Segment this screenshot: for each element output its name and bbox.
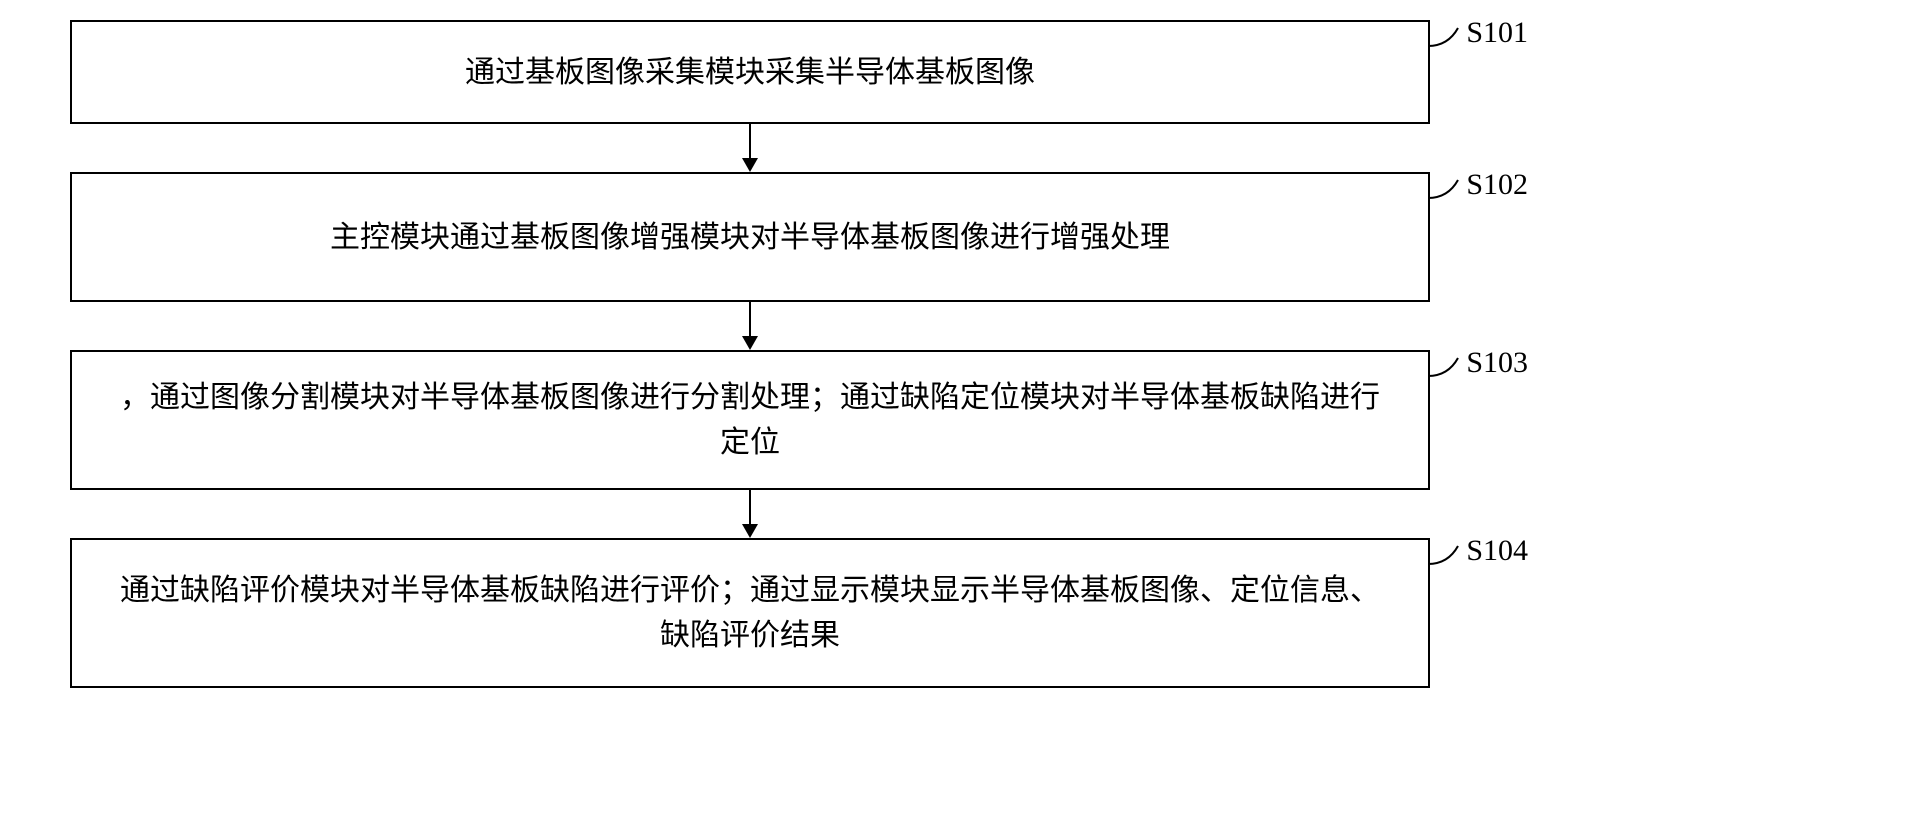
step-label-4: S104: [1466, 534, 1528, 568]
arrow-head: [742, 158, 758, 172]
step-label-2: S102: [1466, 168, 1528, 202]
arrow-line: [749, 124, 751, 158]
arrow-head: [742, 336, 758, 350]
step-text-2: 主控模块通过基板图像增强模块对半导体基板图像进行增强处理: [330, 215, 1170, 260]
flowchart-step-3: S103 ，通过图像分割模块对半导体基板图像进行分割处理；通过缺陷定位模块对半导…: [70, 350, 1430, 490]
arrow-line: [749, 302, 751, 336]
flowchart-container: S101 通过基板图像采集模块采集半导体基板图像 S102 主控模块通过基板图像…: [70, 20, 1510, 688]
step-label-3: S103: [1466, 346, 1528, 380]
step-text-3: ，通过图像分割模块对半导体基板图像进行分割处理；通过缺陷定位模块对半导体基板缺陷…: [112, 375, 1388, 465]
step-label-1: S101: [1466, 16, 1528, 50]
flowchart-step-4: S104 通过缺陷评价模块对半导体基板缺陷进行评价；通过显示模块显示半导体基板图…: [70, 538, 1430, 688]
step-text-1: 通过基板图像采集模块采集半导体基板图像: [465, 50, 1035, 95]
step-text-4: 通过缺陷评价模块对半导体基板缺陷进行评价；通过显示模块显示半导体基板图像、定位信…: [112, 568, 1388, 658]
arrow-head: [742, 524, 758, 538]
arrow-line: [749, 490, 751, 524]
flowchart-step-1: S101 通过基板图像采集模块采集半导体基板图像: [70, 20, 1430, 124]
flowchart-step-2: S102 主控模块通过基板图像增强模块对半导体基板图像进行增强处理: [70, 172, 1430, 302]
